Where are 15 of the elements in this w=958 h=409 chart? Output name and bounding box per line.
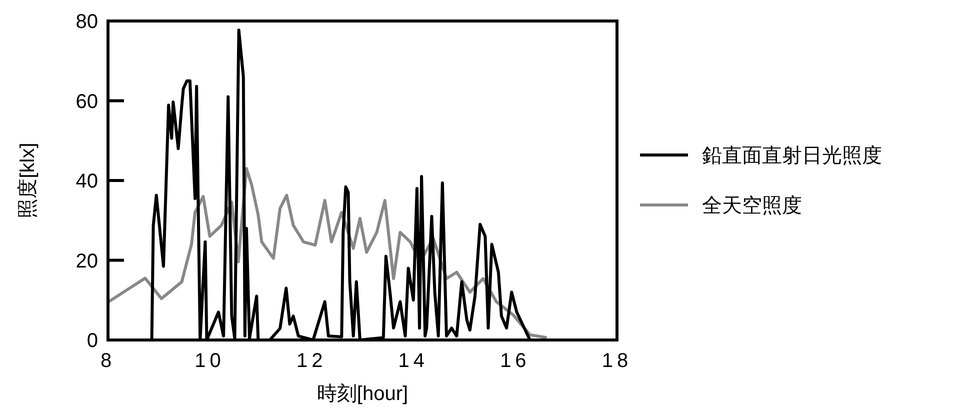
y-tick-label: 80 (76, 11, 98, 33)
legend-label: 鉛直面直射日光照度 (702, 145, 882, 167)
y-tick-label: 40 (76, 170, 98, 192)
y-axis-title: 照度[klx] (17, 142, 39, 218)
x-axis-title: 時刻[hour] (316, 383, 408, 405)
x-tick-label: 16 (500, 350, 530, 372)
y-tick-label: 60 (76, 90, 98, 113)
x-tick-label: 18 (602, 350, 632, 372)
y-tick-label: 0 (86, 330, 98, 352)
x-tick-label: 14 (398, 350, 429, 372)
legend-label: 全天空照度 (702, 195, 802, 217)
x-tick-label: 12 (296, 350, 327, 372)
y-tick-label: 20 (76, 250, 98, 272)
x-tick-label: 8 (100, 350, 116, 372)
x-tick-label: 10 (194, 350, 225, 372)
